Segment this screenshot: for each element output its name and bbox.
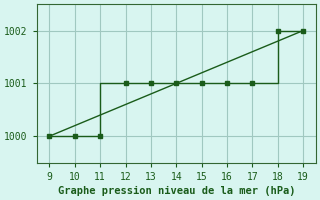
X-axis label: Graphe pression niveau de la mer (hPa): Graphe pression niveau de la mer (hPa)	[58, 186, 295, 196]
